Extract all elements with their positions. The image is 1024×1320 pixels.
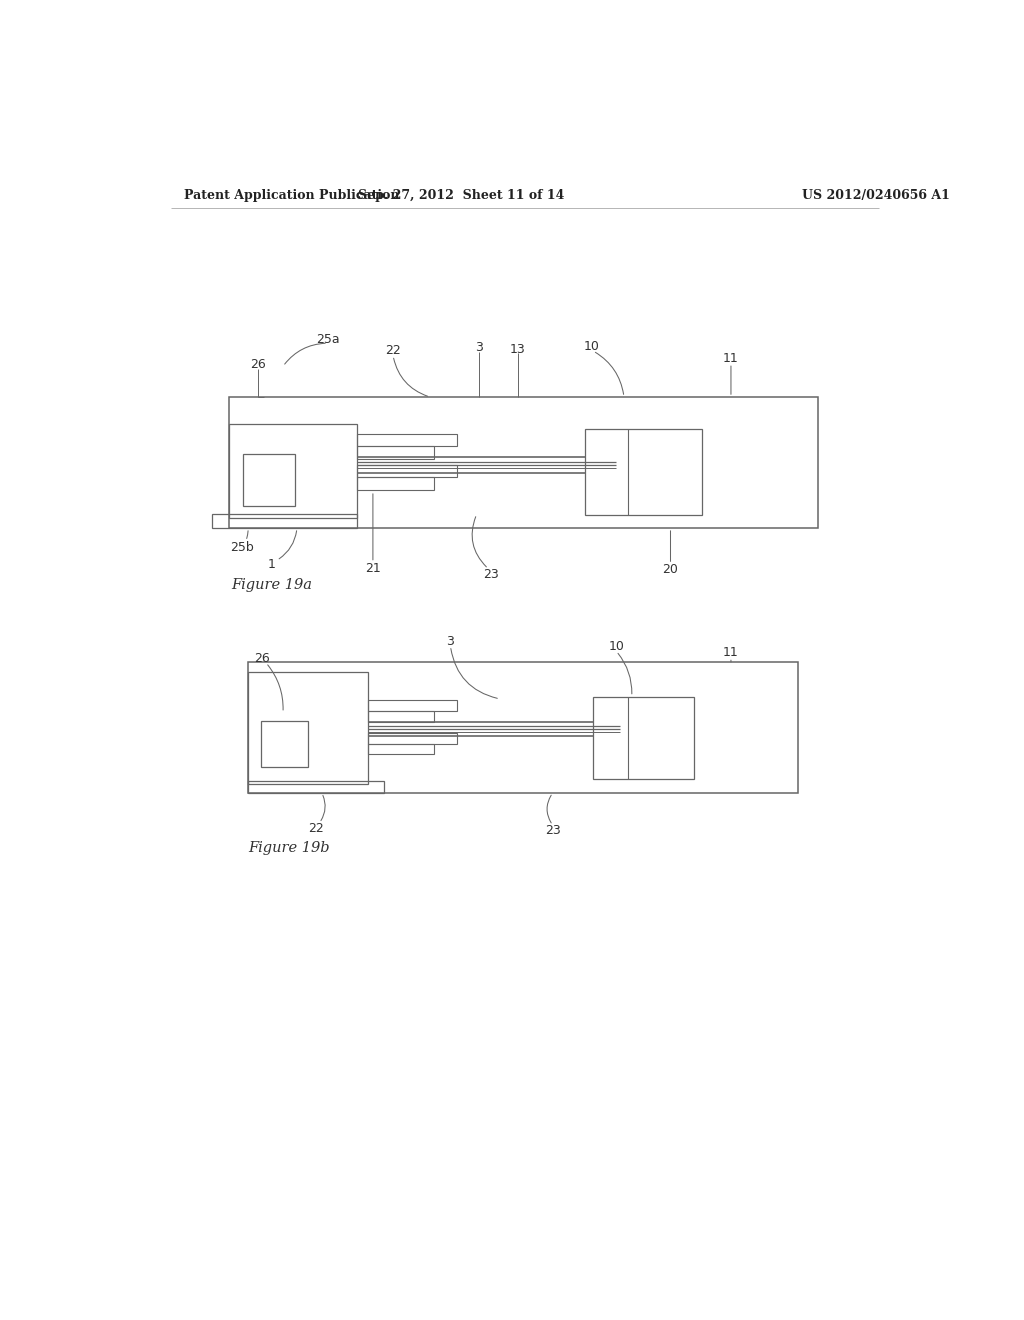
Text: 1: 1 — [267, 557, 275, 570]
Bar — [356, 477, 434, 490]
Text: 21: 21 — [365, 561, 381, 574]
Text: 11: 11 — [723, 647, 739, 659]
Text: 13: 13 — [510, 343, 525, 356]
Bar — [369, 701, 458, 711]
Text: US 2012/0240656 A1: US 2012/0240656 A1 — [802, 189, 950, 202]
Bar — [248, 663, 799, 793]
Text: Figure 19b: Figure 19b — [248, 841, 330, 854]
Text: 22: 22 — [307, 822, 324, 834]
Bar — [369, 733, 458, 743]
Bar — [586, 429, 701, 515]
Bar — [261, 721, 308, 767]
Bar — [212, 513, 356, 528]
Bar — [356, 446, 434, 459]
Bar — [248, 780, 384, 793]
Text: 10: 10 — [584, 339, 599, 352]
Text: 20: 20 — [663, 564, 679, 576]
Bar — [356, 465, 458, 478]
Text: 11: 11 — [723, 352, 739, 366]
Text: 10: 10 — [608, 640, 625, 653]
Bar — [228, 424, 356, 517]
Text: 3: 3 — [475, 341, 483, 354]
Bar — [243, 454, 295, 507]
Text: 22: 22 — [385, 345, 401, 358]
Text: Sep. 27, 2012  Sheet 11 of 14: Sep. 27, 2012 Sheet 11 of 14 — [358, 189, 564, 202]
Bar — [356, 434, 458, 446]
Text: 23: 23 — [545, 824, 560, 837]
Bar — [593, 697, 693, 779]
Text: Figure 19a: Figure 19a — [231, 578, 312, 591]
Text: 26: 26 — [250, 358, 266, 371]
Bar — [228, 397, 818, 528]
Text: 25b: 25b — [230, 541, 254, 554]
Text: Patent Application Publication: Patent Application Publication — [183, 189, 399, 202]
Text: 23: 23 — [483, 568, 499, 581]
Bar — [248, 672, 369, 784]
Text: 3: 3 — [446, 635, 455, 648]
Text: 26: 26 — [254, 652, 270, 665]
Text: 25a: 25a — [316, 333, 340, 346]
Bar — [369, 743, 434, 755]
Bar — [369, 711, 434, 722]
